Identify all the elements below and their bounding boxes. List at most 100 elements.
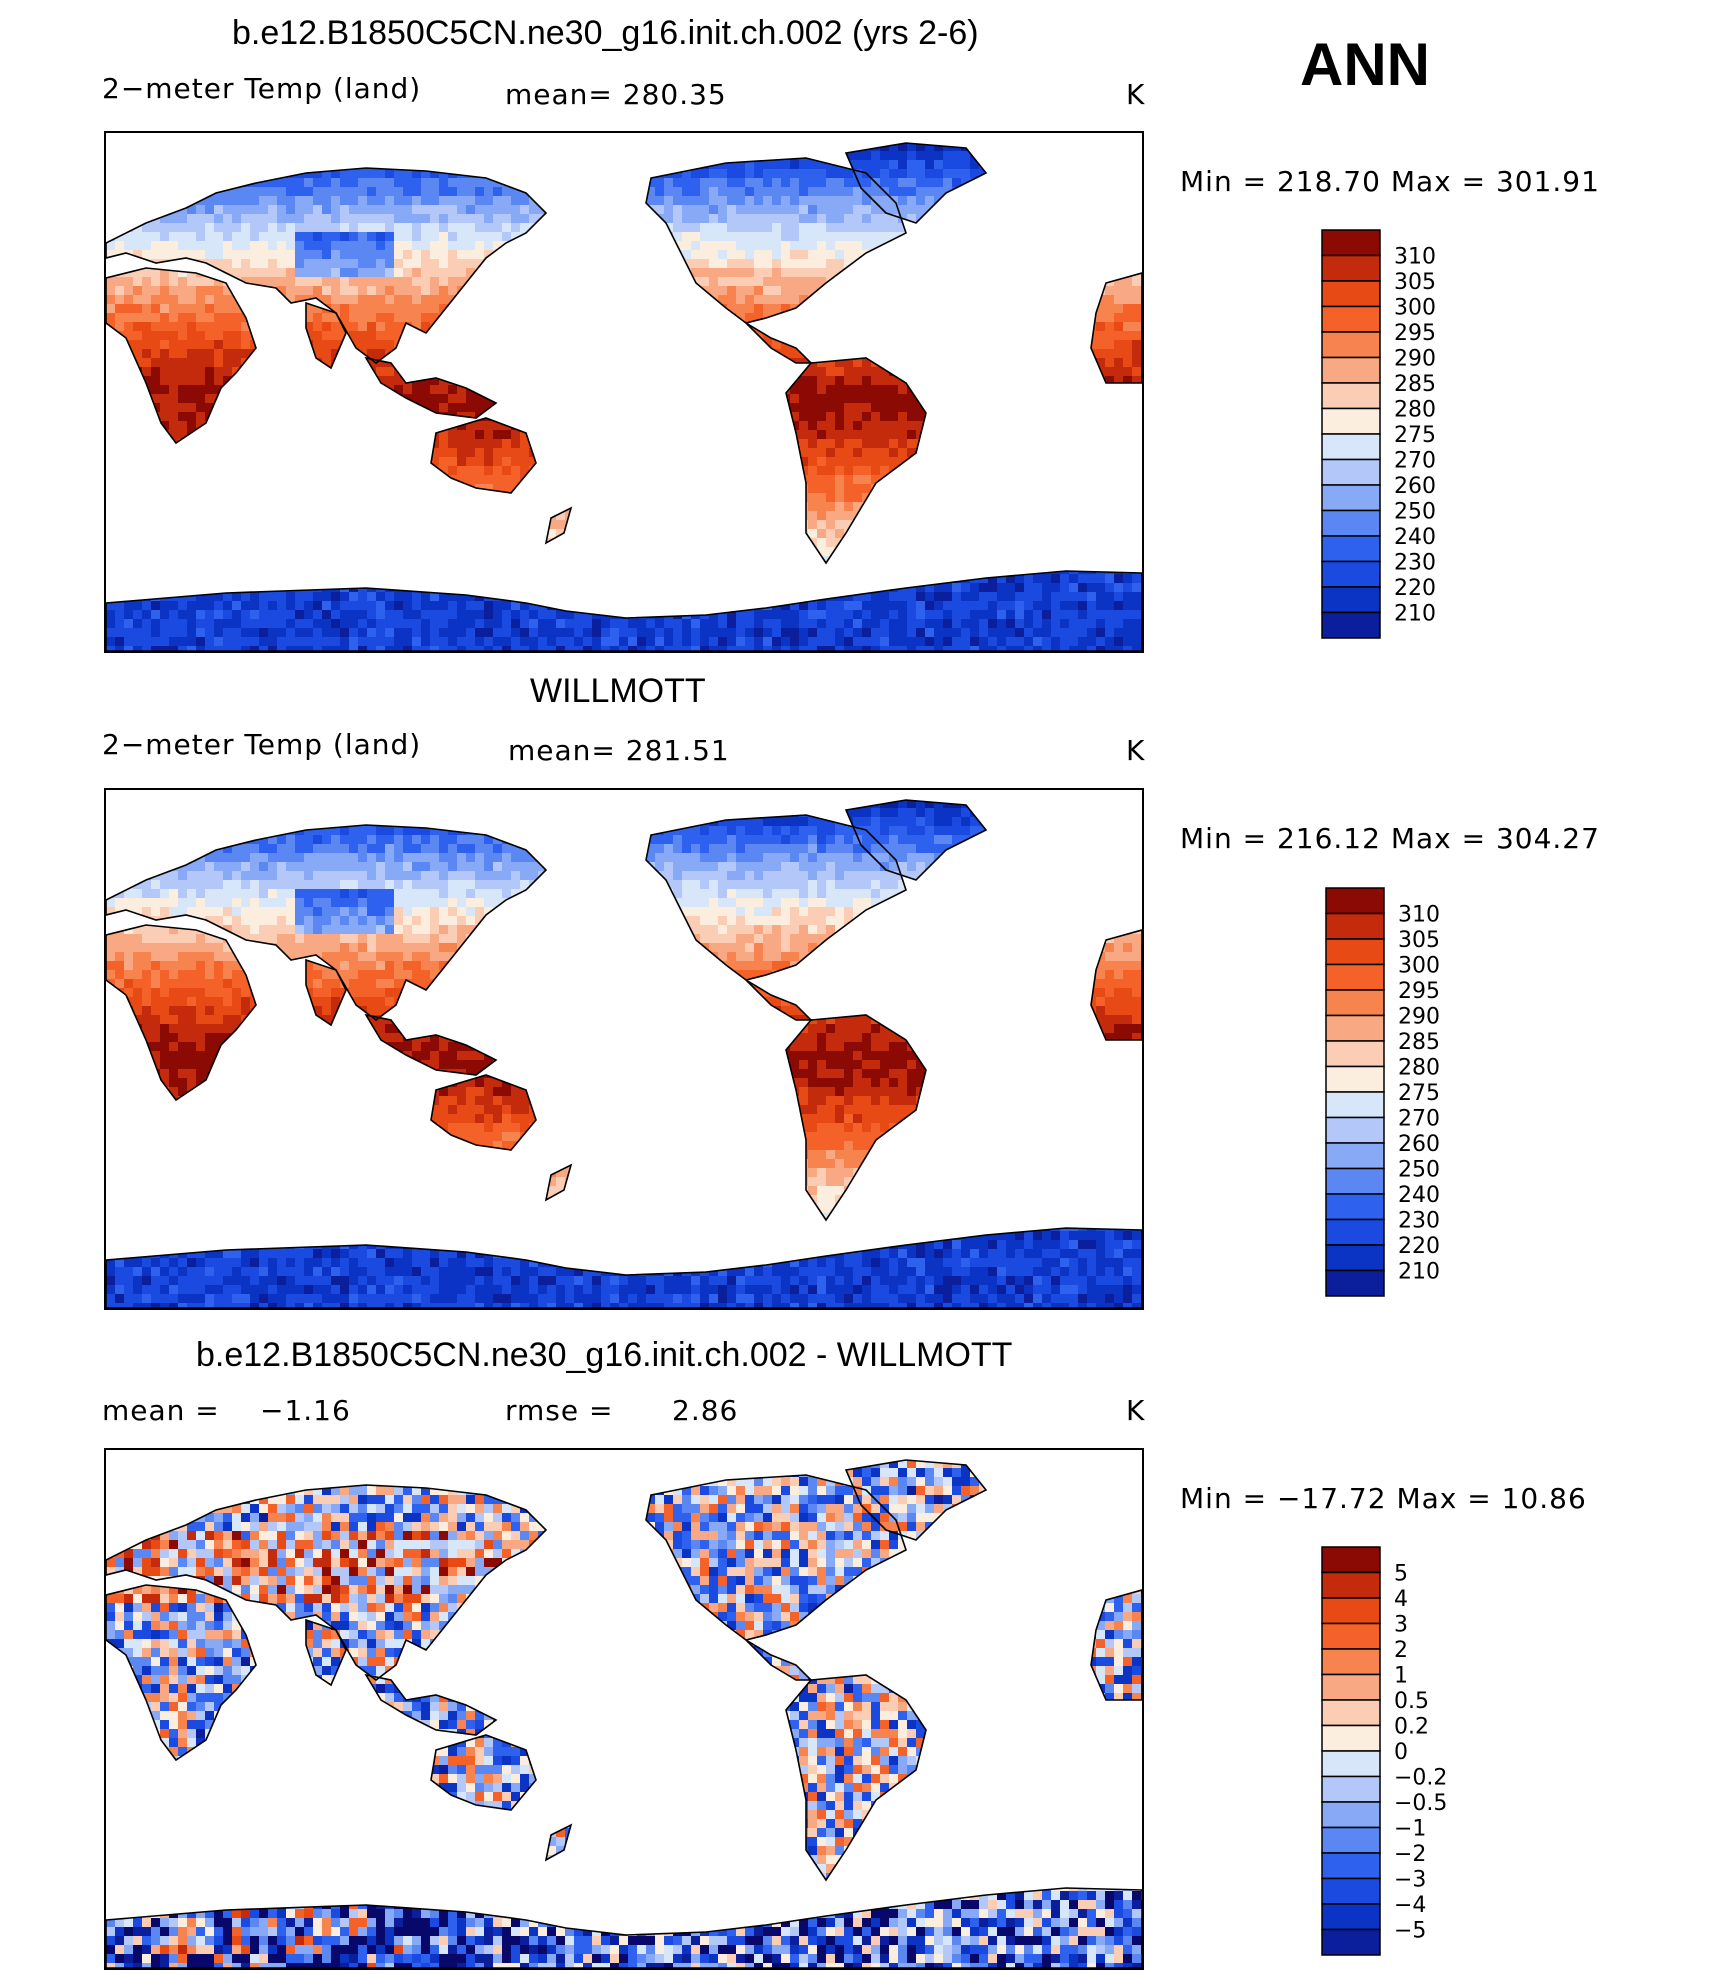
map-cell [655, 457, 665, 467]
map-cell [124, 430, 134, 440]
map-cell [322, 457, 332, 467]
map-cell [628, 205, 638, 215]
map-cell [538, 493, 548, 503]
map-cell [133, 205, 143, 215]
map-cell [232, 403, 242, 413]
map-cell [178, 214, 188, 224]
map-cell [1096, 412, 1106, 422]
map-cell [844, 340, 854, 350]
map-cell [1069, 205, 1079, 215]
map-cell [934, 502, 944, 512]
map-cell [493, 385, 503, 395]
map-cell [799, 349, 809, 359]
map-cell [124, 403, 134, 413]
map-cell [763, 196, 773, 206]
map-cell [466, 178, 476, 188]
map-cell [259, 214, 269, 224]
map-cell [241, 484, 251, 494]
map-cell [484, 214, 494, 224]
map-cell [583, 223, 593, 233]
map-cell [1123, 241, 1133, 251]
map-cell [664, 133, 674, 143]
map-cell [133, 214, 143, 224]
map-cell [322, 466, 332, 476]
map-cell [205, 448, 215, 458]
map-cell [574, 304, 584, 314]
map-cell [907, 169, 917, 179]
map-cell [961, 313, 971, 323]
map-cell [178, 250, 188, 260]
map-cell [745, 502, 755, 512]
map-cell [952, 511, 962, 521]
map-cell [1015, 196, 1025, 206]
map-cell [115, 385, 125, 395]
map-cell [250, 169, 260, 179]
map-cell [412, 322, 422, 332]
map-cell [1069, 196, 1079, 206]
map-cell [664, 205, 674, 215]
map-cell [313, 223, 323, 233]
map-cell [1051, 475, 1061, 485]
map-cell [340, 169, 350, 179]
map-cell [1042, 259, 1052, 269]
map-cell [790, 143, 800, 152]
map-cell [133, 143, 143, 152]
map-cell [106, 358, 116, 368]
map-cell [772, 493, 782, 503]
map-cell [889, 295, 899, 305]
map-cell [295, 493, 305, 503]
map-cell [763, 214, 773, 224]
map-cell [268, 385, 278, 395]
map-cell [826, 313, 836, 323]
map-cell [997, 493, 1007, 503]
map-cell [160, 232, 170, 242]
map-cell [979, 133, 989, 143]
map-cell [592, 367, 602, 377]
map-cell [484, 304, 494, 314]
map-cell [718, 430, 728, 440]
map-cell [988, 367, 998, 377]
map-cell [844, 349, 854, 359]
map-cell [529, 268, 539, 278]
map-cell [457, 430, 467, 440]
map-cell [475, 196, 485, 206]
map-cell [970, 268, 980, 278]
map-cell [124, 205, 134, 215]
map-cell [754, 358, 764, 368]
map-cell [925, 421, 935, 431]
map-cell [448, 403, 458, 413]
map-cell [169, 385, 179, 395]
map-cell [529, 358, 539, 368]
map-cell [133, 133, 143, 143]
map-cell [655, 295, 665, 305]
map-cell [565, 376, 575, 386]
map-cell [1042, 277, 1052, 287]
map-cell [367, 331, 377, 341]
map-cell [628, 160, 638, 170]
map-cell [259, 475, 269, 485]
map-cell [592, 331, 602, 341]
map-cell [610, 304, 620, 314]
map-cell [286, 151, 296, 161]
map-cell [430, 376, 440, 386]
map-cell [799, 439, 809, 449]
map-cell [340, 250, 350, 260]
map-cell [790, 367, 800, 377]
map-cell [628, 241, 638, 251]
map-cell [547, 196, 557, 206]
map-cell [619, 340, 629, 350]
map-cell [430, 151, 440, 161]
map-cell [736, 502, 746, 512]
map-cell [655, 385, 665, 395]
map-cell [385, 133, 395, 143]
map-cell [727, 160, 737, 170]
map-cell [178, 259, 188, 269]
map-cell [214, 358, 224, 368]
map-cell [1132, 223, 1142, 233]
map-cell [574, 349, 584, 359]
map-cell [934, 232, 944, 242]
map-cell [1033, 493, 1043, 503]
map-cell [277, 250, 287, 260]
map-cell [709, 205, 719, 215]
map-cell [772, 169, 782, 179]
